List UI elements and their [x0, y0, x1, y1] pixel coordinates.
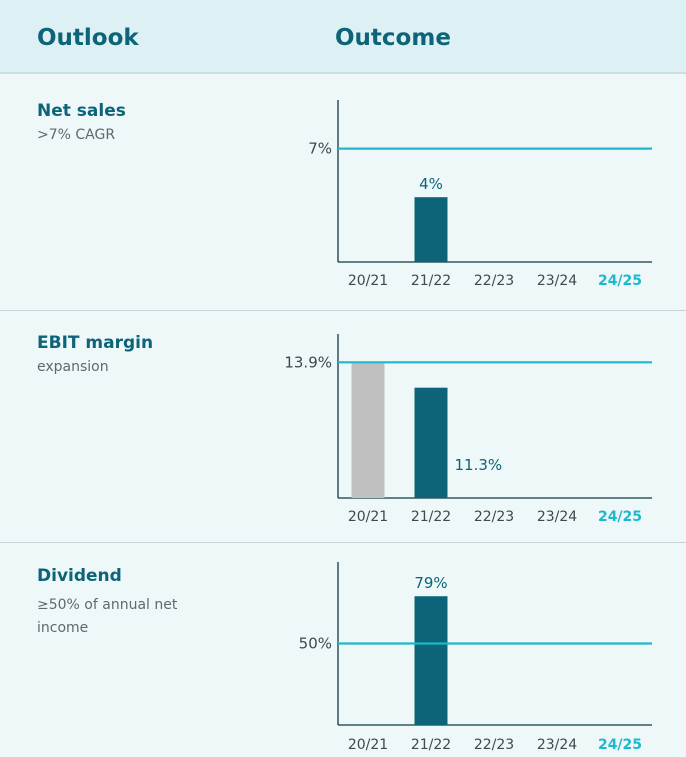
outcome-heading: Outcome	[335, 25, 451, 51]
dividend-subtitle: ≥50% of annual net income	[37, 597, 178, 636]
bar-value-label: 11.3%	[455, 456, 503, 474]
header: Outlook Outcome	[0, 0, 686, 74]
bar-21-22	[414, 197, 448, 262]
target-label: 13.9%	[284, 353, 332, 371]
x-tick-label: 22/23	[474, 737, 514, 753]
x-tick-label: 20/21	[348, 273, 388, 289]
bar-value-label: 4%	[419, 175, 443, 193]
net-sales-subtitle: >7% CAGR	[37, 127, 116, 143]
ebit-margin-title: EBIT margin	[37, 333, 154, 353]
bar-value-label: 79%	[414, 574, 447, 592]
dividend-title: Dividend	[37, 566, 122, 586]
x-tick-label: 24/25	[598, 737, 642, 753]
x-tick-label: 22/23	[474, 273, 514, 289]
outlook-heading: Outlook	[37, 25, 139, 51]
ebit-margin-subtitle: expansion	[37, 359, 109, 375]
panel-divider	[0, 310, 686, 311]
x-tick-label: 20/21	[348, 509, 388, 525]
bar-21-22	[414, 387, 448, 498]
x-tick-label: 24/25	[598, 273, 642, 289]
bar-20-21	[351, 362, 385, 498]
x-tick-label: 24/25	[598, 509, 642, 525]
x-tick-label: 23/24	[537, 737, 577, 753]
x-tick-label: 20/21	[348, 737, 388, 753]
net-sales-title: Net sales	[37, 101, 126, 121]
target-label: 50%	[299, 635, 332, 653]
x-tick-label: 22/23	[474, 509, 514, 525]
x-tick-label: 21/22	[411, 273, 451, 289]
x-tick-label: 21/22	[411, 737, 451, 753]
target-label: 7%	[308, 140, 332, 158]
x-tick-label: 23/24	[537, 273, 577, 289]
bar-21-22	[414, 596, 448, 725]
panel-divider	[0, 542, 686, 543]
x-tick-label: 21/22	[411, 509, 451, 525]
x-tick-label: 23/24	[537, 509, 577, 525]
